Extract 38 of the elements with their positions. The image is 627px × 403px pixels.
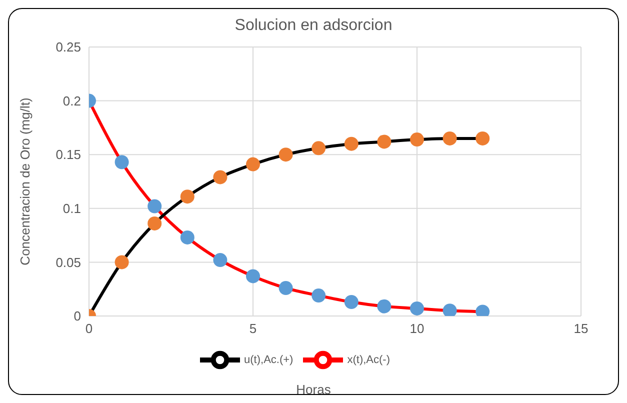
- y-tick-label: 0.25: [56, 40, 81, 55]
- point: [213, 170, 228, 184]
- point: [377, 299, 392, 314]
- point: [114, 155, 129, 170]
- point: [312, 288, 326, 303]
- y-tick-label: 0.2: [62, 93, 81, 108]
- y-tick-label: 0.1: [62, 201, 81, 216]
- point: [180, 230, 194, 244]
- point: [246, 269, 260, 284]
- point: [312, 141, 326, 156]
- point: [148, 199, 162, 214]
- point: [442, 304, 457, 316]
- x-tick-label: 5: [249, 321, 257, 336]
- point: [476, 131, 490, 146]
- point: [114, 255, 129, 270]
- point: [278, 281, 293, 296]
- x-tick-label: 15: [574, 321, 588, 336]
- x-axis-title: Horas: [295, 382, 332, 397]
- point: [278, 148, 293, 162]
- point: [410, 132, 424, 147]
- point: [442, 131, 457, 146]
- point: [344, 136, 358, 151]
- y-tick-label: 0.15: [56, 147, 81, 162]
- y-tick-label: 0: [74, 308, 81, 324]
- chart-title: Solucion en adsorcion: [234, 17, 394, 36]
- point: [213, 253, 228, 268]
- y-tick-label: 0.05: [56, 254, 81, 270]
- legend-label: x(t),Ac(-): [347, 354, 390, 366]
- point: [148, 216, 162, 230]
- point: [180, 190, 194, 204]
- point: [377, 134, 392, 149]
- point: [246, 157, 260, 172]
- x-tick-label: 0: [85, 321, 93, 336]
- point: [344, 295, 358, 310]
- x-tick-label: 10: [410, 321, 424, 336]
- legend-label: u(t),Ac.(+): [244, 354, 294, 366]
- y-axis-title: Concentracion de Oro (mg/lt): [18, 98, 33, 266]
- point: [410, 301, 424, 316]
